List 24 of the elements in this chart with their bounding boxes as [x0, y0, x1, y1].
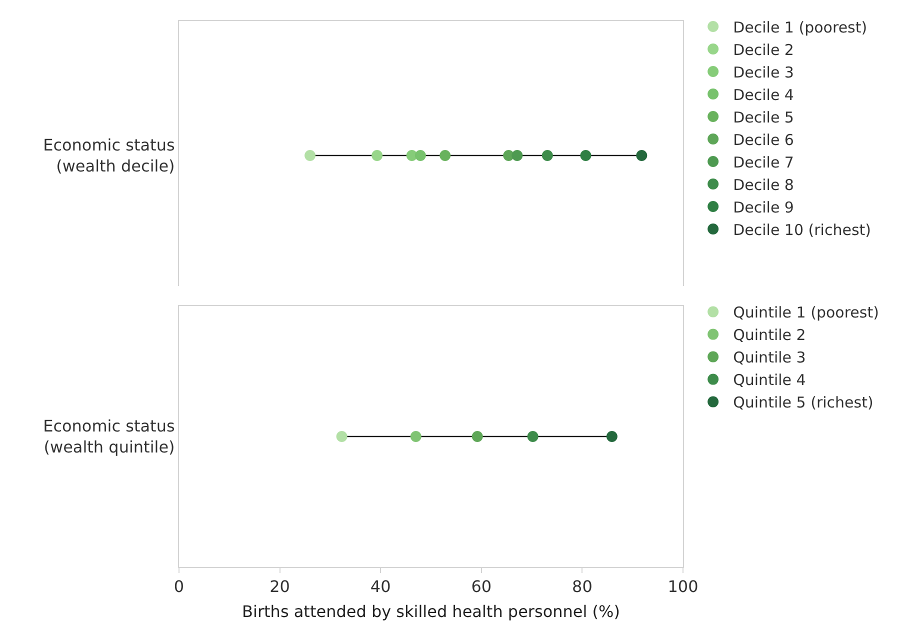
legend-label: Decile 2	[733, 40, 794, 59]
legend-label: Decile 6	[733, 130, 794, 149]
legend-label: Quintile 4	[733, 371, 806, 390]
x-tick-label: 60	[471, 577, 492, 596]
legend-label: Decile 4	[733, 86, 794, 104]
legend-label: Decile 9	[733, 198, 794, 216]
x-tick-label: 80	[572, 577, 592, 596]
x-axis-title: Births attended by skilled health personnel (%)	[242, 602, 620, 621]
x-tick-label: 100	[668, 577, 698, 596]
legend-label: Decile 10 (richest)	[733, 220, 872, 239]
legend-label: Decile 1 (poorest)	[733, 18, 868, 36]
legend-label: Decile 3	[733, 63, 794, 82]
legend-label: Quintile 2	[733, 326, 806, 344]
legend-label: Decile 7	[733, 153, 794, 172]
x-tick-label: 0	[174, 577, 184, 596]
x-tick-label: 20	[270, 577, 290, 596]
y-tick-label: Economic status (wealth quintile)	[43, 416, 175, 456]
y-tick-label: Economic status (wealth decile)	[43, 136, 175, 176]
legend-label: Quintile 3	[733, 348, 806, 367]
legend-label: Quintile 5 (richest)	[733, 394, 874, 412]
legend-label: Decile 8	[733, 176, 794, 194]
legend-label: Quintile 1 (poorest)	[733, 304, 879, 322]
x-tick-label: 40	[370, 577, 391, 596]
legend-label: Decile 5	[733, 108, 794, 126]
